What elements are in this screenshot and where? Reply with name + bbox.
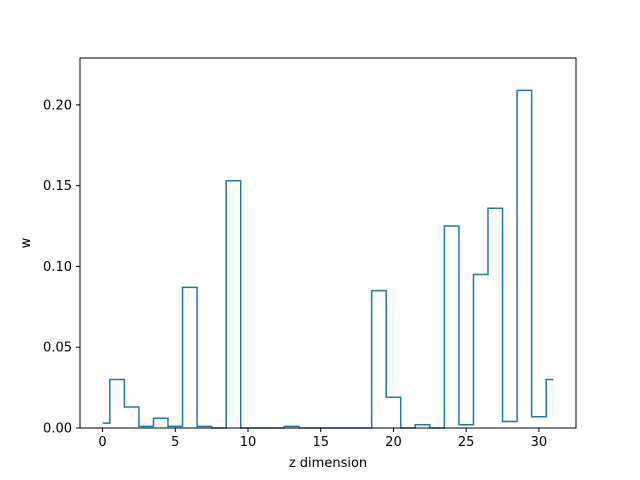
y-axis-label: w: [19, 237, 34, 248]
x-tick-label: 0: [98, 435, 106, 450]
plot-background: [80, 58, 576, 428]
x-tick-label: 5: [171, 435, 179, 450]
x-tick-label: 30: [531, 435, 548, 450]
y-axis-ticks: 0.00 0.05 0.10 0.15 0.20: [43, 98, 80, 437]
x-axis-ticks: 0 5 10 15 20 25 30: [98, 428, 547, 450]
y-tick-label: 0.15: [43, 179, 72, 194]
x-tick-label: 15: [312, 435, 329, 450]
x-tick-label: 20: [385, 435, 402, 450]
y-tick-label: 0.00: [43, 422, 72, 437]
x-axis-label: z dimension: [289, 456, 367, 471]
y-tick-label: 0.20: [43, 98, 72, 113]
plot-frame: [79, 57, 577, 429]
x-tick-label: 25: [458, 435, 475, 450]
y-tick-label: 0.05: [43, 341, 72, 356]
y-tick-label: 0.10: [43, 260, 72, 275]
x-tick-label: 10: [240, 435, 257, 450]
